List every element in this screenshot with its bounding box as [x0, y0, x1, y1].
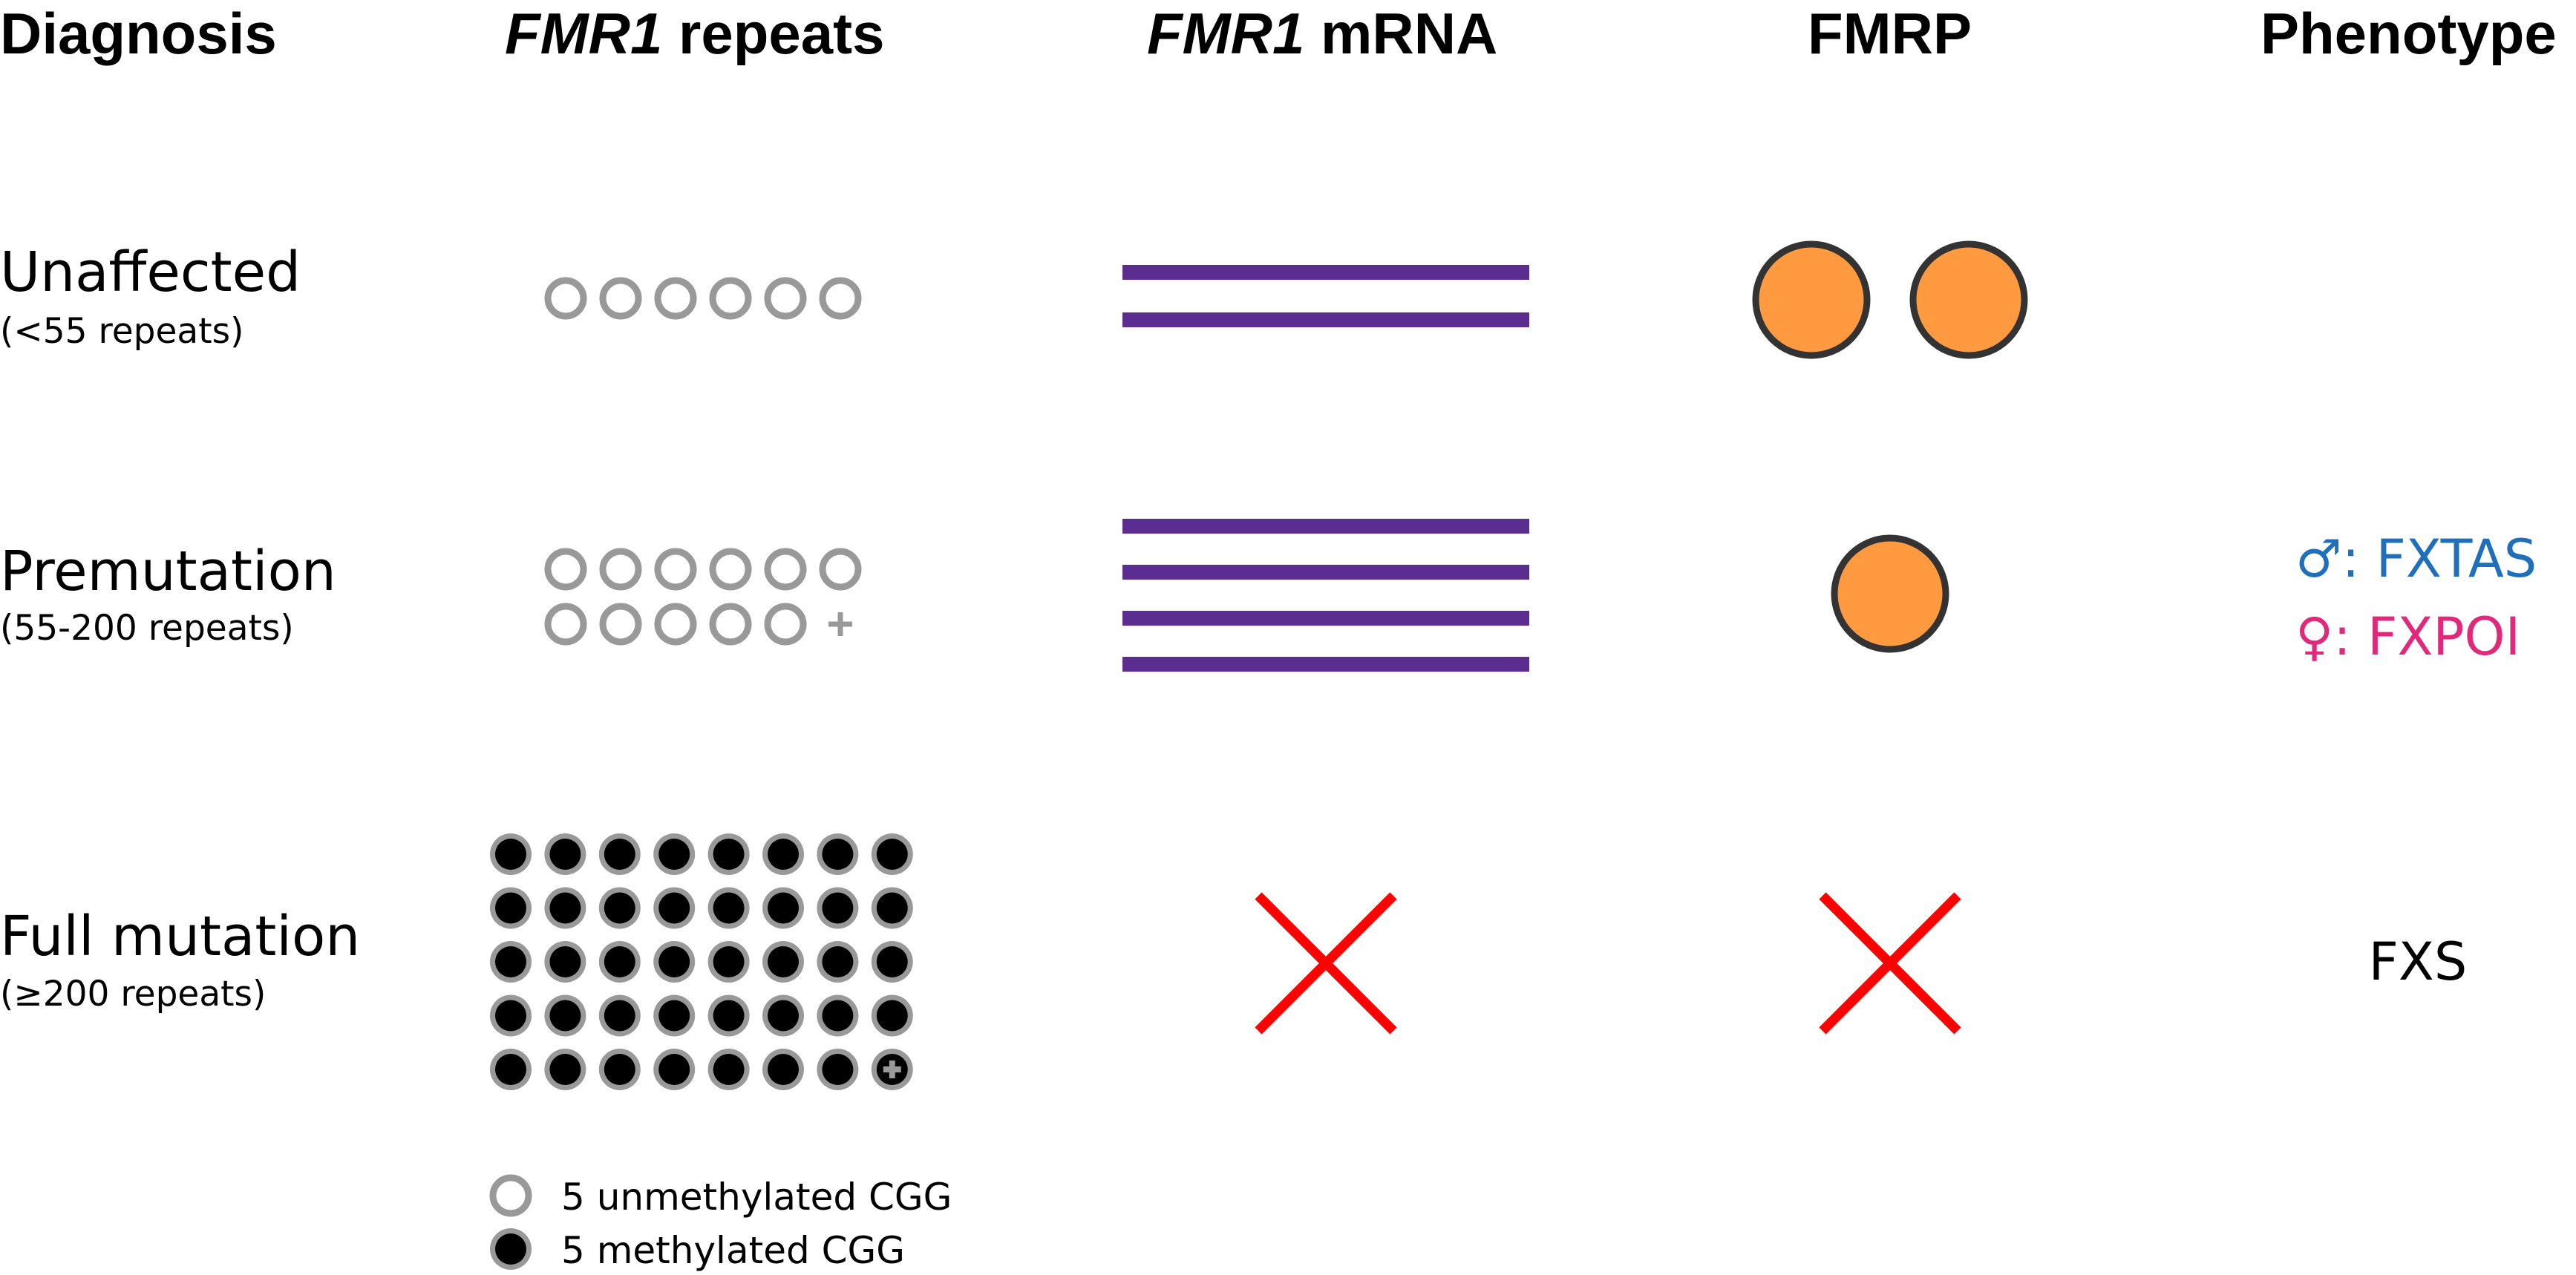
legend-unmethylated-icon [489, 1174, 532, 1217]
header-fmr1-repeats: FMR1 repeats [505, 1, 885, 66]
fmrp-unaffected [1752, 240, 2028, 359]
unmethylated-repeat-icon [544, 603, 587, 646]
repeats-full-mutation [490, 833, 913, 1090]
phenotype-fxs: FXS [2369, 931, 2468, 992]
unmethylated-repeat-icon [654, 603, 697, 646]
unmethylated-repeat-icon [599, 603, 642, 646]
unmethylated-repeat-icon [544, 277, 587, 320]
phenotype-male-text: : FXTAS [2342, 528, 2537, 589]
fmrp-protein-icon [1831, 534, 1949, 653]
unmethylated-repeat-icon [654, 277, 697, 320]
mrna-unaffected [1122, 265, 1529, 327]
unmethylated-repeat-icon [599, 277, 642, 320]
header-repeats-gene: FMR1 [505, 1, 662, 66]
unmethylated-repeat-icon [709, 548, 752, 591]
mrna-bar [1122, 519, 1529, 534]
legend-methylated-label: 5 methylated CGG [561, 1229, 905, 1272]
legend-unmethylated-label: 5 unmethylated CGG [561, 1176, 952, 1219]
header-mrna-gene: FMR1 [1147, 1, 1304, 66]
repeats-unaffected [544, 277, 862, 320]
mrna-bar [1122, 265, 1529, 280]
repeats-premutation [544, 548, 862, 646]
row-full-mutation-range: (≥200 repeats) [0, 974, 266, 1015]
header-mrna-rest: mRNA [1304, 1, 1497, 66]
row-premutation-label: Premutation [0, 540, 336, 603]
plus-icon [828, 612, 852, 636]
methylated-more-plus-icon [871, 1049, 913, 1090]
unmethylated-repeat-icon [709, 277, 752, 320]
fmrp-premutation [1831, 534, 1949, 653]
fmrp-protein-icon [1909, 240, 2028, 359]
header-fmr1-mrna: FMR1 mRNA [1147, 1, 1497, 66]
mrna-bar [1122, 657, 1529, 672]
row-full-mutation-label: Full mutation [0, 905, 360, 968]
phenotype-female-text: : FXPOI [2333, 606, 2520, 667]
header-repeats-rest: repeats [662, 1, 884, 66]
unmethylated-repeat-icon [764, 603, 807, 646]
mrna-premutation [1122, 519, 1529, 672]
unmethylated-repeat-icon [599, 548, 642, 591]
fmrp-protein-icon [1752, 240, 1871, 359]
female-symbol-icon: ♀ [2295, 606, 2333, 667]
unmethylated-repeat-icon [764, 548, 807, 591]
unmethylated-repeat-icon [764, 277, 807, 320]
fmrp-absent-x-icon [1819, 892, 1961, 1035]
mrna-bar [1122, 565, 1529, 580]
mrna-bar [1122, 312, 1529, 327]
header-fmrp: FMRP [1808, 1, 1972, 66]
male-symbol-icon: ♂ [2295, 528, 2342, 589]
row-unaffected-label: Unaffected [0, 240, 301, 304]
unmethylated-repeat-icon [819, 548, 862, 591]
mrna-bar [1122, 611, 1529, 626]
header-diagnosis: Diagnosis [0, 1, 277, 66]
legend: 5 unmethylated CGG 5 methylated CGG [489, 1174, 952, 1272]
unmethylated-repeat-icon [544, 548, 587, 591]
unmethylated-repeat-icon [819, 277, 862, 320]
unmethylated-repeat-icon [654, 548, 697, 591]
unmethylated-repeat-icon [709, 603, 752, 646]
header-phenotype: Phenotype [2260, 1, 2557, 66]
row-premutation-range: (55-200 repeats) [0, 608, 294, 649]
phenotype-female: ♀: FXPOI [2295, 606, 2520, 667]
mrna-absent-x-icon [1255, 892, 1397, 1035]
phenotype-male: ♂: FXTAS [2295, 528, 2537, 589]
row-unaffected-range: (<55 repeats) [0, 311, 243, 352]
